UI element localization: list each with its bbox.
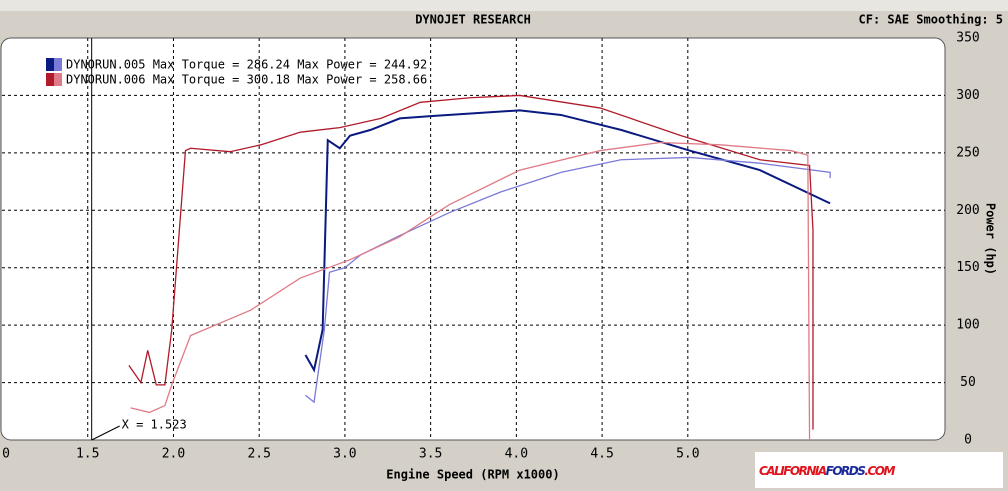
series-line <box>305 156 831 404</box>
cursor-pointer <box>91 425 120 441</box>
y-axis-label: Power (hp) <box>984 203 998 275</box>
x-tick-label: 3.0 <box>333 447 356 462</box>
logo-part: FORDS <box>826 464 866 478</box>
y-tick-label: 200 <box>956 203 979 218</box>
x-tick-label: 2.0 <box>162 447 185 462</box>
y-tick-label: 150 <box>956 260 979 275</box>
logo-part: .COM <box>864 464 895 478</box>
logo: CALIFORNIAFORDS.COM <box>759 464 895 478</box>
x-tick-label: 4.5 <box>590 447 613 462</box>
y-tick-label: 350 <box>956 31 979 46</box>
x-tick-label: 4.0 <box>505 447 528 462</box>
plot-area <box>0 37 946 441</box>
legend-entry: DYNORUN.006 Max Torque = 300.18 Max Powe… <box>66 73 427 87</box>
x-tick-label: 0 <box>2 447 10 462</box>
annotation: X = 1.523 <box>122 418 187 432</box>
y-tick-label: 250 <box>956 145 979 160</box>
top-bar <box>0 0 1008 11</box>
logo-box <box>755 452 1003 488</box>
x-tick-label: 5.0 <box>676 447 699 462</box>
legend-swatch <box>54 73 62 86</box>
legend-entry: DYNORUN.005 Max Torque = 286.24 Max Powe… <box>66 58 427 72</box>
series-line <box>130 141 811 441</box>
legend-swatch <box>54 58 62 71</box>
y-tick-label: 0 <box>964 433 972 448</box>
x-tick-label: 3.5 <box>419 447 442 462</box>
series-line <box>128 94 814 430</box>
legend-swatch <box>46 73 54 86</box>
y-tick-label: 100 <box>956 318 979 333</box>
x-axis-label: Engine Speed (RPM x1000) <box>386 468 559 482</box>
legend-swatch <box>46 58 54 71</box>
x-tick-label: 1.5 <box>76 447 99 462</box>
y-tick-label: 50 <box>960 375 976 390</box>
logo-part: CALIFORNIA <box>759 464 827 478</box>
y-tick-label: 300 <box>956 88 979 103</box>
series-line <box>304 109 831 373</box>
x-tick-label: 2.5 <box>247 447 270 462</box>
chart-title: DYNOJET RESEARCH <box>415 13 531 27</box>
chart-subtitle: CF: SAE Smoothing: 5 <box>859 13 1004 27</box>
